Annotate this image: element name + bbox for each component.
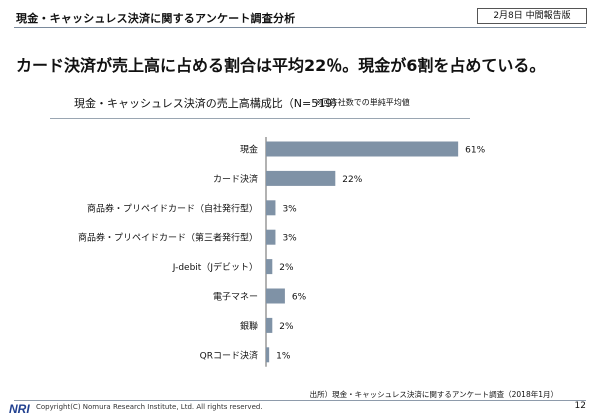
report-title: 現金・キャッシュレス決済に関するアンケート調査分析 xyxy=(16,12,296,25)
category-label: カード決済 xyxy=(213,173,258,185)
bar xyxy=(266,259,273,275)
category-label: 電子マネー xyxy=(213,292,258,303)
value-label: 22% xyxy=(342,175,362,185)
bar xyxy=(266,170,336,186)
bar xyxy=(266,200,276,216)
bar xyxy=(266,317,273,333)
value-label: 1% xyxy=(276,351,291,361)
chart-note: ※回答社数での単純平均値 xyxy=(315,98,410,107)
bar xyxy=(266,347,270,363)
value-label: 2% xyxy=(279,263,294,273)
source-note: 出所）現金・キャッシュレス決済に関するアンケート調査（2018年1月） xyxy=(309,390,558,399)
category-label: QRコード決済 xyxy=(200,349,258,361)
date-badge: 2月8日 中間報告版 xyxy=(477,8,587,24)
value-label: 2% xyxy=(279,322,294,332)
footer-divider xyxy=(14,400,586,401)
logo-text: NRI xyxy=(9,402,30,414)
slide-headline: カード決済が売上高に占める割合は平均22％。現金が6割を占めている。 xyxy=(16,56,546,75)
header-divider xyxy=(14,27,586,28)
copyright: Copyright(C) Nomura Research Institute, … xyxy=(36,403,263,411)
category-label: 商品券・プリペイドカード（第三者発行型） xyxy=(78,232,258,244)
category-label: 銀聯 xyxy=(240,320,258,332)
nri-logo-icon: NRI xyxy=(9,402,30,414)
category-label: 商品券・プリペイドカード（自社発行型） xyxy=(87,202,258,214)
value-label: 6% xyxy=(292,293,307,303)
bar xyxy=(266,288,285,304)
bar xyxy=(266,229,276,245)
bar xyxy=(266,141,459,157)
value-label: 61% xyxy=(465,146,485,156)
category-label: 現金 xyxy=(240,144,258,156)
page-number: 12 xyxy=(574,401,586,411)
value-label: 3% xyxy=(282,234,297,244)
category-label: J-debit（Jデビット） xyxy=(172,261,258,273)
chart-title-divider xyxy=(50,118,470,119)
chart-title: 現金・キャッシュレス決済の売上高構成比（N=519） xyxy=(74,97,344,110)
value-label: 3% xyxy=(282,204,297,214)
